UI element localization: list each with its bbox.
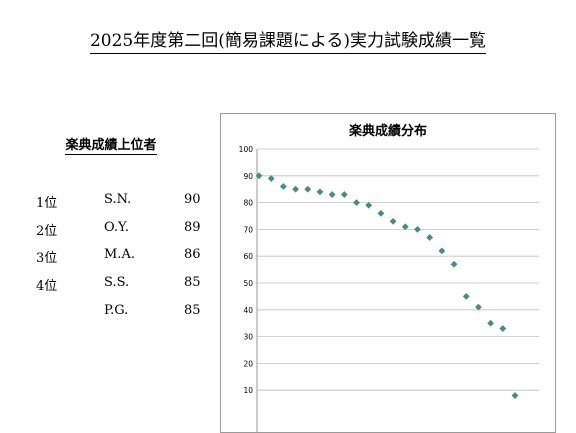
y-tick-label: 50: [243, 279, 253, 288]
ranking-heading: 楽典成績上位者: [52, 134, 170, 155]
y-tick-label: 70: [243, 225, 253, 234]
data-point: [365, 201, 373, 209]
score-distribution-chart: 楽典成績分布 10 20 30 40 50 60 70 80 90 100: [220, 113, 556, 433]
data-point: [511, 392, 519, 399]
data-point: [499, 325, 507, 332]
data-point: [426, 234, 434, 241]
student-name: M.A.: [104, 247, 135, 262]
y-tick-label: 80: [243, 199, 253, 208]
data-point: [377, 209, 385, 217]
student-name: S.S.: [104, 275, 130, 290]
data-point: [267, 175, 275, 182]
y-tick-label: 40: [243, 306, 253, 315]
data-point: [475, 303, 482, 311]
data-point: [450, 260, 458, 268]
y-tick-label: 20: [243, 359, 253, 368]
rank-position: 1位: [36, 196, 58, 211]
data-point: [389, 217, 397, 225]
data-point: [328, 191, 336, 198]
rank-position: 3位: [36, 251, 58, 266]
data-point: [353, 199, 360, 206]
student-name: O.Y.: [104, 220, 130, 235]
data-point: [316, 188, 324, 196]
data-point: [304, 185, 312, 193]
student-score: 90: [184, 192, 201, 207]
rank-position: 2位: [36, 224, 58, 239]
data-point: [292, 185, 299, 193]
chart-title: 楽典成績分布: [348, 124, 427, 139]
document-title: 2025年度第二回(簡易課題による)実力試験成績一覧: [0, 30, 576, 54]
chart-plot-area: 10 20 30 40 50 60 70 80 90 100: [239, 145, 539, 432]
data-point: [487, 319, 495, 327]
data-point: [340, 191, 348, 198]
ranking-row: 2位 O.Y. 89: [0, 220, 220, 240]
data-point: [414, 226, 421, 233]
student-score: 85: [184, 275, 201, 290]
ranking-row: 3位 M.A. 86: [0, 247, 220, 267]
ranking-row: P.G. 85: [0, 303, 220, 323]
student-score: 89: [184, 220, 201, 235]
y-tick-label: 100: [239, 145, 254, 154]
student-score: 86: [184, 247, 201, 262]
y-tick-label: 60: [243, 252, 253, 261]
data-point: [279, 183, 287, 190]
data-point: [462, 293, 470, 300]
student-score: 85: [184, 303, 201, 318]
student-name: P.G.: [104, 303, 129, 318]
ranking-row: 1位 S.N. 90: [0, 192, 220, 212]
document-title-text: 2025年度第二回(簡易課題による)実力試験成績一覧: [89, 30, 487, 54]
ranking-heading-text: 楽典成績上位者: [65, 138, 157, 155]
y-tick-label: 30: [243, 333, 253, 342]
y-tick-label: 90: [243, 172, 253, 181]
ranking-row: 4位 S.S. 85: [0, 275, 220, 295]
y-tick-label: 10: [243, 386, 253, 395]
rank-position: 4位: [36, 279, 58, 294]
student-name: S.N.: [104, 192, 132, 207]
data-point: [438, 247, 446, 255]
data-point: [401, 223, 409, 231]
